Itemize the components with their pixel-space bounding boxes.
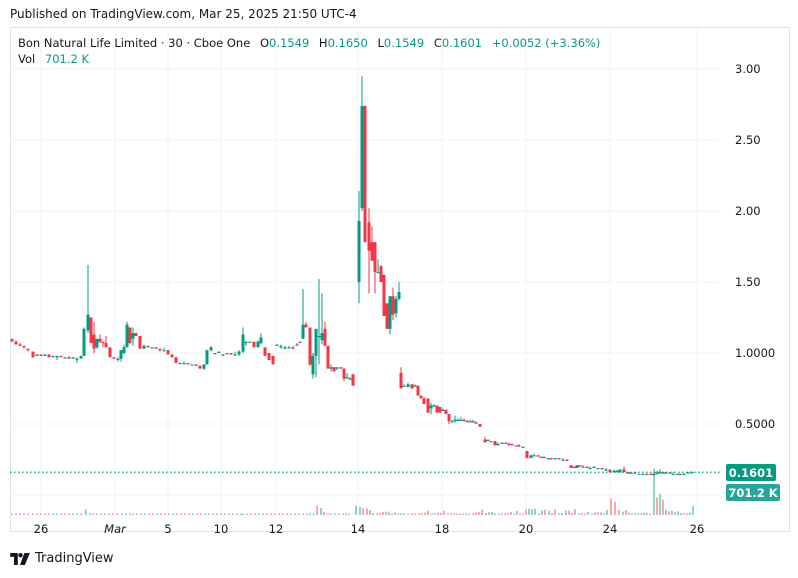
last-volume-badge-text: 701.2 K (728, 486, 778, 500)
footer-brand[interactable]: TradingView (10, 551, 114, 566)
time-tick: 12 (269, 522, 284, 536)
time-tick: 26 (690, 522, 705, 536)
candles (10, 76, 694, 476)
legend-volume-row: Vol 701.2 K (18, 51, 600, 67)
close-value: 0.1601 (441, 36, 483, 50)
last-price-badge-text: 0.1601 (729, 466, 773, 480)
volume-label: Vol (18, 52, 36, 66)
volume-bars (11, 468, 694, 515)
time-tick: 20 (519, 522, 534, 536)
time-tick: 24 (603, 522, 618, 536)
volume-value: 701.2 K (44, 52, 89, 66)
close-label: C (433, 36, 442, 50)
price-tick: 3.00 (735, 62, 761, 76)
high-label: H (318, 36, 328, 50)
time-tick: 5 (164, 522, 171, 536)
tradingview-logo-icon (10, 552, 30, 565)
legend-ohlc-row: Bon Natural Life Limited · 30 · Cboe One… (18, 35, 600, 51)
price-tick: 1.50 (735, 275, 761, 289)
symbol-title[interactable]: Bon Natural Life Limited · 30 · Cboe One (18, 36, 251, 50)
open-label: O (259, 36, 270, 50)
price-badges: 0.1601 701.2 K (726, 464, 780, 501)
price-tick: 2.50 (735, 133, 761, 147)
open-value: 0.1549 (269, 36, 310, 50)
time-tick: 26 (34, 522, 49, 536)
price-axis[interactable]: 3.00 2.50 2.00 1.50 1.0000 0.5000 (735, 62, 775, 431)
last-price-badge (726, 464, 776, 481)
time-tick: 18 (435, 522, 450, 536)
published-caption: Published on TradingView.com, Mar 25, 20… (10, 7, 357, 21)
brand-name: TradingView (35, 551, 114, 566)
low-label: L (377, 36, 384, 50)
chart-frame[interactable] (10, 27, 790, 532)
price-tick: 2.00 (735, 204, 761, 218)
low-value: 0.1549 (383, 36, 425, 50)
price-tick: 1.0000 (735, 346, 775, 360)
time-tick: 14 (351, 522, 366, 536)
last-volume-badge (726, 484, 780, 501)
high-value: 0.1650 (327, 36, 368, 50)
time-tick: 10 (214, 522, 229, 536)
price-tick: 0.5000 (735, 417, 775, 431)
chart-legend: Bon Natural Life Limited · 30 · Cboe One… (18, 35, 600, 67)
time-axis[interactable]: 26 Mar 5 10 12 14 18 20 24 26 (34, 522, 705, 536)
grid-lines (10, 28, 721, 515)
time-tick: Mar (104, 522, 127, 536)
change-value: +0.0052 (+3.36%) (491, 36, 601, 50)
